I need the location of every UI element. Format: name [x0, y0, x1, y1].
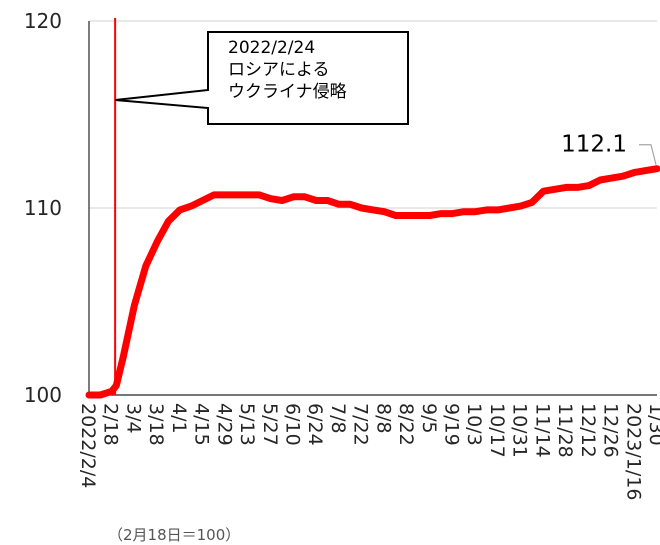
- x-tick-label: 12/12: [577, 403, 599, 458]
- x-tick-label: 3/4: [122, 403, 144, 434]
- x-tick-label: 11/28: [554, 403, 576, 458]
- x-tick-label: 7/22: [350, 403, 372, 446]
- x-tick-label: 8/8: [372, 403, 394, 434]
- x-tick-label: 5/27: [259, 403, 281, 446]
- axes: [88, 21, 657, 396]
- x-tick-label: 3/18: [145, 403, 167, 446]
- callout-label-line: 2022/2/24: [228, 38, 315, 58]
- x-tick-label: 9/5: [418, 403, 440, 434]
- x-tick-label: 4/15: [191, 403, 213, 446]
- series-line-0: [85, 165, 660, 399]
- x-tick-label: 4/1: [168, 403, 190, 434]
- x-tick-label: 2023/1/16: [622, 403, 644, 500]
- x-tick-label: 10/31: [509, 403, 531, 458]
- x-tick-label: 10/3: [463, 403, 485, 446]
- x-tick-label: 8/22: [395, 403, 417, 446]
- y-tick-label-110: 110: [24, 196, 62, 220]
- callout-label-line: ウクライナ侵略: [228, 82, 347, 102]
- end-label-leader: [639, 144, 657, 165]
- x-tick-label: 5/13: [236, 403, 258, 446]
- x-tick-label: 4/29: [213, 403, 235, 446]
- x-tick-label: 6/10: [281, 403, 303, 446]
- callout-label-line: ロシアによる: [228, 60, 330, 80]
- x-tick-label: 1/30: [645, 403, 660, 446]
- x-tick-label: 11/14: [531, 403, 553, 458]
- y-tick-label-120: 120: [24, 9, 62, 33]
- end-value-label: 112.1: [561, 132, 657, 165]
- end-value-label: 112.1: [561, 132, 627, 158]
- x-tick-label: 2/18: [100, 403, 122, 446]
- x-tick-label: 6/24: [304, 403, 326, 446]
- y-tick-label-100: 100: [24, 383, 62, 407]
- x-tick-labels: 2022/2/4 2/18 3/4 3/18 4/1 4/15 4/29 5/13 5/27 6/…: [77, 403, 660, 500]
- base-note: （2月18日＝100）: [108, 526, 241, 544]
- x-tick-label: 9/19: [441, 403, 463, 446]
- x-tick-label: 10/17: [486, 403, 508, 458]
- x-tick-label: 2022/2/4: [77, 403, 99, 488]
- x-tick-label: 12/26: [600, 403, 622, 458]
- series-lines: [85, 165, 660, 399]
- x-tick-label: 7/8: [327, 403, 349, 434]
- y-tick-labels: 100 110 120: [24, 9, 62, 407]
- callout-box: [115, 31, 409, 125]
